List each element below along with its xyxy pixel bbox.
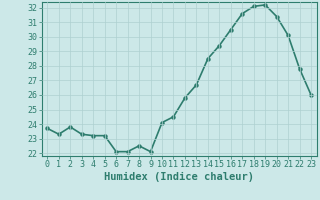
X-axis label: Humidex (Indice chaleur): Humidex (Indice chaleur): [104, 172, 254, 182]
